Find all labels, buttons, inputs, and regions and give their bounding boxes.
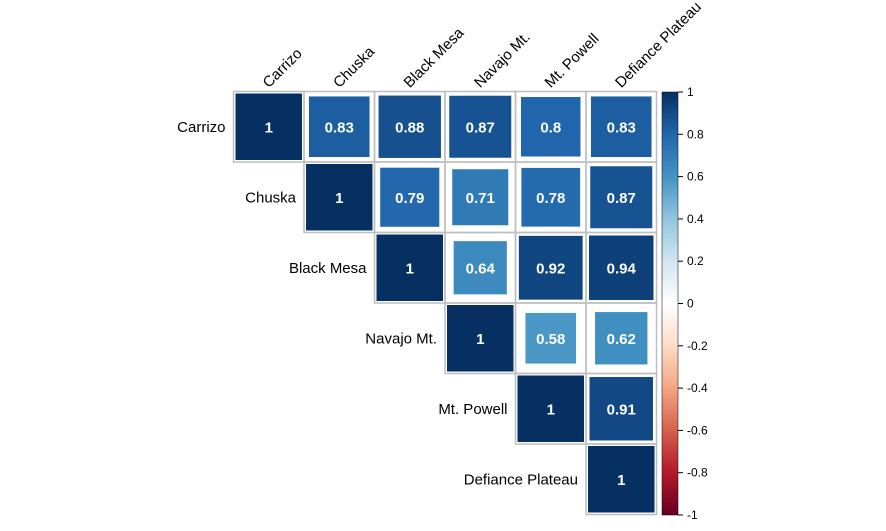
corr-value-black-mesa-mt-powell: 0.92 — [536, 260, 565, 277]
corr-value-carrizo-mt-powell: 0.8 — [540, 119, 561, 136]
colorbar-tick-label: 0.8 — [687, 127, 704, 141]
row-labels: Carrizo Chuska Black Mesa Navajo Mt. Mt. Pow… — [177, 119, 578, 489]
corr-square-carrizo-navajo-mt — [449, 95, 512, 158]
col-label-black-mesa: Black Mesa — [401, 24, 468, 91]
corr-square-navajo-mt-mt-powell — [525, 312, 577, 364]
colorbar-tick-label: 1 — [687, 85, 694, 99]
colorbar-tick-label: -0.4 — [687, 381, 708, 395]
corr-square-chuska-chuska — [306, 164, 373, 231]
colorbar-tick-label: -0.6 — [687, 423, 708, 437]
grid-cell-5-5 — [585, 443, 658, 516]
corr-square-chuska-defiance-plateau — [590, 166, 653, 229]
corr-square-carrizo-black-mesa — [378, 95, 441, 158]
corr-value-chuska-mt-powell: 0.78 — [536, 190, 565, 207]
row-label-carrizo: Carrizo — [177, 119, 225, 136]
corr-square-carrizo-defiance-plateau — [590, 96, 652, 158]
corr-value-carrizo-navajo-mt: 0.87 — [466, 119, 495, 136]
corr-value-black-mesa-navajo-mt: 0.64 — [466, 260, 496, 277]
column-labels: Carrizo Chuska Black Mesa Navajo Mt. Mt. Pow… — [260, 0, 705, 91]
col-label-defiance-plateau: Defiance Plateau — [612, 0, 705, 91]
corr-square-mt-powell-defiance-plateau — [589, 377, 653, 441]
corr-square-black-mesa-black-mesa — [376, 234, 443, 301]
corr-square-chuska-navajo-mt — [452, 169, 509, 226]
corr-value-carrizo-chuska: 0.83 — [325, 119, 354, 136]
colorbar-tick-label: 0.2 — [687, 254, 704, 268]
colorbar: 1 0.8 0.6 0.4 0.2 0 -0.2 -0.4 -0.6 -0.8 -1 — [661, 85, 708, 522]
corr-value-chuska-navajo-mt: 0.71 — [466, 190, 495, 207]
corr-value-black-mesa-black-mesa: 1 — [406, 260, 414, 277]
col-label-navajo-mt: Navajo Mt. — [471, 29, 534, 92]
colorbar-tick-label: 0.6 — [687, 170, 704, 184]
corr-square-defiance-plateau-defiance-plateau — [588, 446, 655, 513]
corr-value-navajo-mt-navajo-mt: 1 — [476, 331, 484, 348]
corr-square-carrizo-mt-powell — [521, 97, 581, 157]
col-label-mt-powell: Mt. Powell — [542, 30, 603, 91]
corr-value-defiance-plateau-defiance-plateau: 1 — [617, 472, 625, 489]
corr-value-carrizo-carrizo: 1 — [265, 119, 273, 136]
corr-square-navajo-mt-defiance-plateau — [595, 312, 648, 365]
col-label-carrizo: Carrizo — [260, 45, 306, 91]
colorbar-gradient — [661, 91, 679, 516]
row-label-chuska: Chuska — [245, 189, 297, 206]
grid — [232, 90, 658, 516]
row-label-defiance-plateau: Defiance Plateau — [464, 471, 578, 488]
col-label-chuska: Chuska — [330, 43, 378, 91]
row-label-navajo-mt: Navajo Mt. — [365, 330, 437, 347]
row-label-mt-powell: Mt. Powell — [438, 401, 507, 418]
corr-square-black-mesa-defiance-plateau — [589, 235, 654, 300]
corr-value-navajo-mt-defiance-plateau: 0.62 — [607, 331, 636, 348]
corr-square-mt-powell-mt-powell — [517, 375, 584, 442]
correlation-cells — [235, 93, 655, 513]
corr-value-mt-powell-defiance-plateau: 0.91 — [607, 401, 636, 418]
corr-square-black-mesa-mt-powell — [518, 235, 583, 300]
colorbar-tick-label: 0.4 — [687, 212, 704, 226]
corr-value-chuska-chuska: 1 — [335, 190, 343, 207]
corr-value-mt-powell-mt-powell: 1 — [547, 401, 555, 418]
corr-square-chuska-black-mesa — [380, 167, 440, 227]
corr-square-carrizo-chuska — [308, 96, 370, 158]
corr-square-navajo-mt-navajo-mt — [447, 305, 514, 372]
corr-value-navajo-mt-mt-powell: 0.58 — [536, 331, 565, 348]
corr-value-chuska-black-mesa: 0.79 — [395, 190, 424, 207]
corr-value-carrizo-black-mesa: 0.88 — [395, 119, 424, 136]
colorbar-tick-label: -0.8 — [687, 466, 708, 480]
corr-value-black-mesa-defiance-plateau: 0.94 — [607, 260, 637, 277]
colorbar-tick-label: 0 — [687, 297, 694, 311]
colorbar-tick-label: -1 — [687, 508, 698, 522]
corr-square-black-mesa-navajo-mt — [453, 241, 507, 295]
corr-value-carrizo-defiance-plateau: 0.83 — [607, 119, 636, 136]
colorbar-tick-label: -0.2 — [687, 339, 708, 353]
corr-square-carrizo-carrizo — [235, 93, 302, 160]
row-label-black-mesa: Black Mesa — [289, 260, 367, 277]
corr-value-chuska-defiance-plateau: 0.87 — [607, 190, 636, 207]
cell-value-labels: 1 0.83 0.88 0.87 0.8 0.83 1 0.79 0.71 0.78 0.87 1 0.… — [265, 119, 637, 489]
corr-square-chuska-mt-powell — [521, 167, 581, 227]
